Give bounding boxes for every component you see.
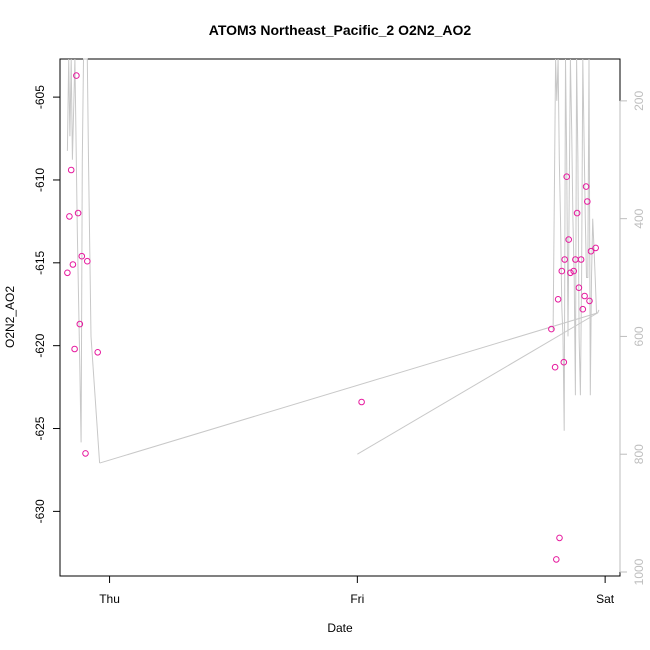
data-point-2 <box>67 166 75 174</box>
data-point-26 <box>573 209 581 217</box>
y-tick-label: -605 <box>33 85 47 109</box>
data-point-11 <box>94 349 101 356</box>
data-point-16 <box>554 296 562 303</box>
y-tick-label: -625 <box>33 416 47 440</box>
data-points <box>64 72 600 563</box>
data-point-1 <box>66 213 73 220</box>
x-tick-label-thu: Thu <box>99 592 120 606</box>
data-point-29 <box>579 305 587 313</box>
data-point-30 <box>581 292 588 300</box>
data-point-34 <box>587 247 595 255</box>
data-point-31 <box>582 183 590 190</box>
x-tick-label-sat: Sat <box>596 592 615 606</box>
chart-title: ATOM3 Northeast_Pacific_2 O2N2_AO2 <box>209 22 472 38</box>
x-axis-label: Date <box>327 621 353 635</box>
pressure-line-connector-2 <box>357 312 598 455</box>
data-point-6 <box>74 209 82 217</box>
pressure-line-connector-1 <box>99 312 598 464</box>
data-point-18 <box>558 267 566 275</box>
y-axis: -630 -625 -620 -615 -610 -605 <box>33 85 60 523</box>
pressure-line-thu <box>66 58 101 464</box>
y2-tick-label: 600 <box>632 326 646 346</box>
y2-tick-label: 200 <box>632 91 646 111</box>
data-point-3 <box>69 261 77 268</box>
data-point-33 <box>586 297 593 305</box>
data-point-35 <box>592 244 600 252</box>
data-point-28 <box>577 256 585 263</box>
pressure-lines <box>66 58 600 464</box>
data-point-27 <box>575 284 583 292</box>
y2-tick-label: 800 <box>632 444 646 464</box>
data-point-5 <box>73 72 80 79</box>
y-axis-label: O2N2_AO2 <box>3 286 17 348</box>
data-point-23 <box>567 269 574 277</box>
y-tick-label: -630 <box>33 499 47 523</box>
data-point-13 <box>548 325 555 333</box>
data-point-21 <box>563 173 571 180</box>
y-tick-label: -610 <box>33 168 47 192</box>
data-point-14 <box>551 363 559 371</box>
data-point-12 <box>358 398 365 406</box>
data-point-15 <box>553 556 560 563</box>
y2-tick-label: 1000 <box>632 558 646 585</box>
y2-axis: 200 400 600 800 1000 <box>619 91 646 585</box>
data-point-20 <box>561 256 569 263</box>
data-point-9 <box>82 450 89 457</box>
x-tick-label-fri: Fri <box>350 592 364 606</box>
data-point-19 <box>560 358 568 366</box>
y-tick-label: -615 <box>33 250 47 274</box>
data-point-4 <box>71 345 78 353</box>
y2-tick-label: 400 <box>632 208 646 228</box>
data-point-7 <box>76 320 84 328</box>
y-tick-label: -620 <box>33 333 47 357</box>
data-point-0 <box>64 269 71 277</box>
data-point-17 <box>556 534 563 542</box>
pressure-line-sat <box>552 58 600 431</box>
data-point-10 <box>84 257 91 265</box>
data-point-8 <box>78 252 86 260</box>
data-point-22 <box>565 236 573 243</box>
data-point-32 <box>584 198 591 205</box>
data-point-24 <box>570 267 578 275</box>
x-axis: Thu Fri Sat <box>99 575 615 606</box>
